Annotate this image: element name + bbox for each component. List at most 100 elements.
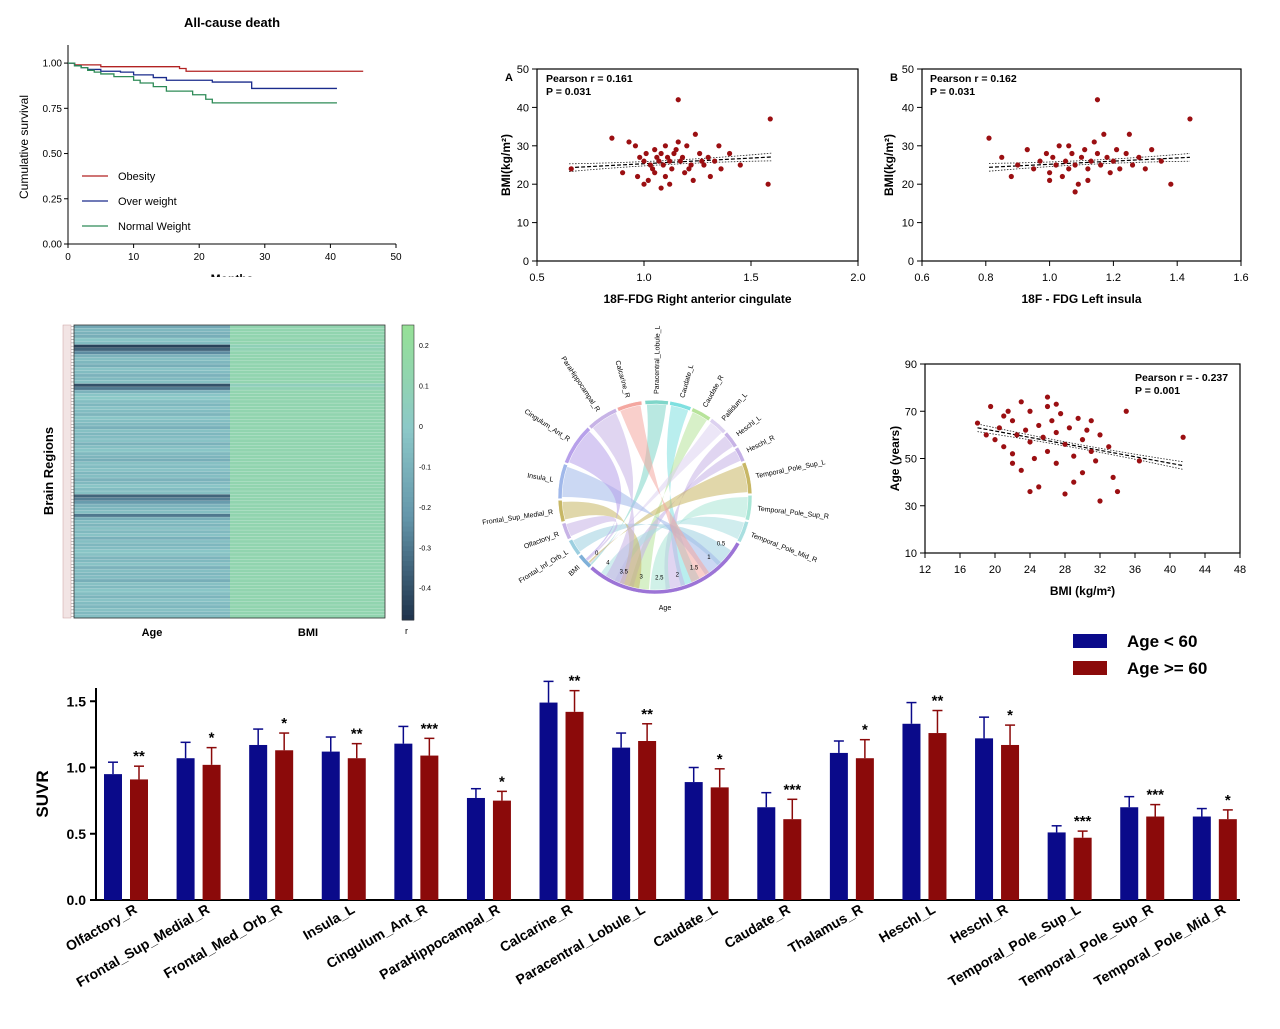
colorbar-segment bbox=[402, 413, 414, 419]
colorbar-tick-label: 0 bbox=[419, 424, 423, 431]
km-y-tick-label: 0.25 bbox=[43, 194, 63, 205]
heatmap-cell-bmi bbox=[230, 464, 385, 469]
scatterB-y-tick-label: 40 bbox=[902, 102, 914, 114]
scatterA-frame bbox=[536, 68, 859, 262]
heatmap-cell-age bbox=[74, 334, 230, 339]
heatmap-y-axis-label: Brain Regions bbox=[41, 427, 56, 515]
scatterB-point bbox=[1123, 150, 1129, 157]
chord-ribbon bbox=[592, 412, 635, 585]
colorbar-segment bbox=[402, 580, 414, 587]
scatterA-point bbox=[675, 97, 681, 103]
chord-sector-label: Pallidum_L bbox=[721, 392, 749, 423]
heatmap-cell-age bbox=[74, 438, 230, 443]
scatterA-ci-lower bbox=[569, 160, 773, 172]
scatterB-point bbox=[1047, 170, 1053, 176]
bar-significance-marker: *** bbox=[1074, 813, 1092, 830]
scatterB-point bbox=[1062, 158, 1069, 164]
heatmap-cell-bmi bbox=[230, 357, 385, 362]
colorbar-segment bbox=[402, 344, 414, 351]
scatterC-point bbox=[1097, 498, 1103, 504]
heatmap-cell-bmi bbox=[230, 520, 385, 524]
scatterA-point bbox=[652, 170, 658, 176]
heatmap-cell-age bbox=[74, 611, 230, 616]
scatterB-point bbox=[1094, 150, 1101, 157]
bar-category-label: Temporal_Pole_Mid_R bbox=[1091, 901, 1228, 989]
heatmap-cell-age bbox=[74, 474, 230, 479]
scatterA-point bbox=[688, 162, 694, 168]
scatterC-point bbox=[1014, 432, 1020, 438]
scatterA-ci-upper bbox=[569, 152, 773, 165]
heatmap-cell-age bbox=[74, 569, 230, 573]
scatterA-point bbox=[662, 173, 669, 180]
bar-legend-swatch bbox=[1073, 634, 1107, 648]
scatterB-point bbox=[1008, 173, 1014, 180]
bar-age-over-60 bbox=[710, 787, 729, 900]
scatterC-x-tick-label: 28 bbox=[1059, 564, 1071, 576]
chord-age-tick-label: 1.5 bbox=[690, 566, 699, 572]
chord-ribbon bbox=[566, 515, 618, 562]
scatterC-ci-lower bbox=[977, 431, 1184, 470]
km-title: All-cause death bbox=[184, 15, 280, 30]
heatmap-cell-bmi bbox=[230, 367, 385, 371]
heatmap-cell-bmi bbox=[230, 588, 385, 593]
scatterA-x-tick-label: 2.0 bbox=[850, 272, 865, 284]
scatterB-point bbox=[1107, 170, 1113, 176]
chord-bmi-tick-label: 0 bbox=[595, 551, 599, 557]
colorbar-segment bbox=[402, 477, 414, 483]
scatterA-fit-line bbox=[569, 156, 773, 169]
scatterC-y-tick-label: 70 bbox=[905, 406, 917, 418]
heatmap-cell-age bbox=[74, 419, 230, 423]
scatterB-point bbox=[1094, 97, 1101, 103]
heatmap-cell-age bbox=[74, 390, 230, 394]
heatmap-cell-age bbox=[74, 328, 230, 332]
chord-sector-arc bbox=[669, 400, 692, 412]
chord-sector-arc bbox=[644, 399, 669, 406]
heatmap-cell-bmi bbox=[230, 403, 385, 407]
heatmap-cell-bmi bbox=[230, 572, 385, 576]
scatterB-point bbox=[1024, 147, 1030, 153]
colorbar-tick-label: -0.1 bbox=[419, 464, 431, 471]
bar-significance-marker: ** bbox=[351, 726, 363, 743]
scatterC-point bbox=[1079, 470, 1086, 476]
heatmap-cell-bmi bbox=[230, 614, 385, 619]
colorbar-segment bbox=[402, 546, 414, 552]
scatterB-frame bbox=[921, 68, 1242, 262]
heatmap-cell-age bbox=[74, 552, 230, 557]
bar-significance-marker: ** bbox=[932, 693, 944, 710]
colorbar-segment bbox=[402, 531, 414, 537]
scatterA-y-tick-label: 10 bbox=[517, 218, 529, 230]
scatterA-point bbox=[682, 170, 688, 176]
heatmap-cell-bmi bbox=[230, 471, 385, 476]
colorbar-segment bbox=[402, 462, 414, 469]
heatmap-cell-age bbox=[74, 331, 230, 336]
heatmap-cell-age bbox=[74, 598, 230, 603]
heatmap-cell-age bbox=[74, 393, 230, 397]
heatmap-cell-bmi bbox=[230, 386, 385, 391]
heatmap-cell-age bbox=[74, 451, 230, 456]
chord-ribbon bbox=[620, 405, 710, 583]
colorbar-segment bbox=[402, 384, 414, 390]
heatmap-cell-age bbox=[74, 338, 230, 342]
colorbar-segment bbox=[402, 506, 414, 513]
heatmap-cell-age bbox=[74, 526, 230, 531]
scatterB-ci-upper bbox=[988, 153, 1190, 164]
bar-age-under-60 bbox=[394, 743, 413, 900]
scatterC-y-tick-label: 10 bbox=[905, 548, 917, 560]
colorbar-segment bbox=[402, 565, 414, 572]
scatterA-point bbox=[568, 166, 574, 172]
bar-age-over-60 bbox=[347, 758, 366, 900]
scatterC-point bbox=[1040, 434, 1046, 440]
heatmap-cell-age bbox=[74, 500, 230, 505]
heatmap-cell-age bbox=[74, 351, 230, 355]
heatmap-cell-bmi bbox=[230, 575, 385, 580]
bar-age-under-60 bbox=[1120, 807, 1139, 900]
chord-sector-label: Paracentral_Lobule_L bbox=[654, 325, 662, 394]
bar-category-label: Temporal_Pole_Sup_L bbox=[945, 901, 1083, 990]
scatterB-point bbox=[1091, 139, 1097, 145]
scatterA-y-tick-label: 40 bbox=[517, 102, 529, 114]
scatterA-point bbox=[699, 158, 705, 164]
scatterB-y-tick-label: 0 bbox=[908, 256, 914, 268]
colorbar-segment bbox=[402, 561, 414, 567]
scatterA-point bbox=[649, 166, 656, 172]
bar-age-over-60 bbox=[783, 819, 802, 900]
